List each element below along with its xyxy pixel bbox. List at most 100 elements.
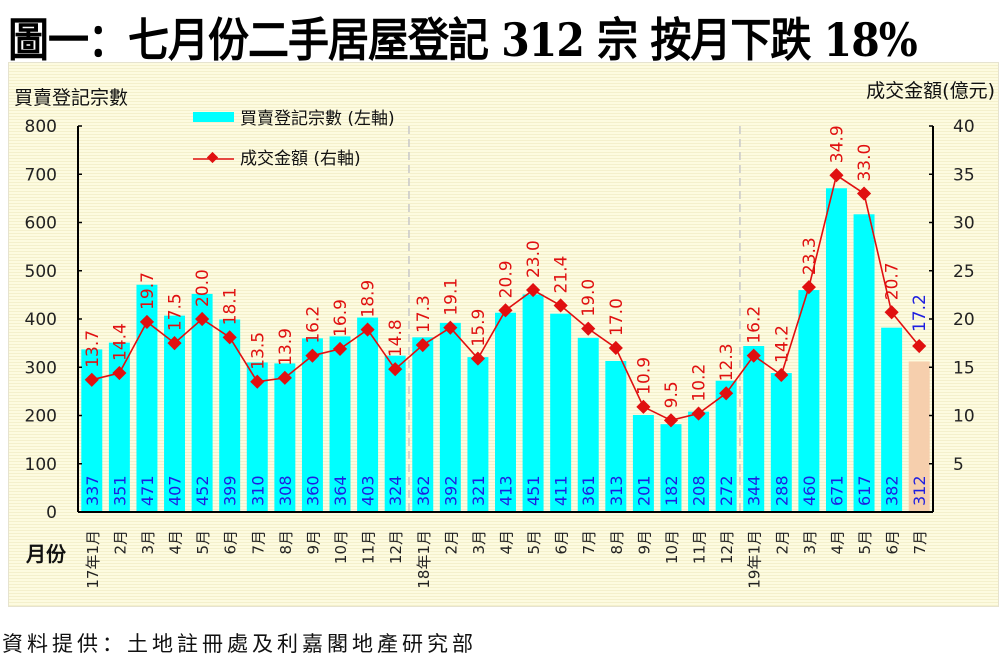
x-tick-label: 18年1月	[415, 530, 433, 589]
line-marker	[277, 370, 292, 385]
left-tick-label: 100	[25, 455, 57, 475]
line-value-label: 20.0	[193, 269, 213, 307]
x-tick-labels: 17年1月 2月 3月 4月 5月 6月 7月 8月 9月 10月 11月 12月 18年1月 2月 3月 4…	[84, 530, 929, 589]
line-marker	[526, 282, 541, 298]
right-tick-label: 5	[953, 455, 964, 475]
bar-value-label: 407	[166, 475, 185, 506]
right-axis-title: 成交金額(億元)	[866, 80, 995, 102]
line-value-label: 16.9	[331, 299, 351, 337]
right-tick-label: 35	[953, 165, 975, 185]
bar-value-label: 312	[910, 475, 929, 506]
line-marker	[581, 321, 596, 336]
line-value-labels: 13.7 14.4 19.7 17.5 20.0 18.1 13.5 13.9 16.2 16.9…	[83, 125, 930, 408]
line-marker	[884, 305, 899, 320]
line-value-label: 12.3	[717, 343, 737, 381]
line-marker	[139, 314, 155, 329]
x-tick-label: 4月	[828, 530, 846, 555]
x-tick-label: 3月	[139, 530, 157, 555]
chart-title: 圖一：七月份二手居屋登記 312 宗 按月下跌 18%	[8, 13, 918, 67]
x-tick-label: 11月	[691, 530, 709, 564]
left-tick-label: 300	[25, 358, 57, 378]
bar	[632, 415, 654, 512]
bar-value-label: 671	[827, 475, 846, 506]
bar	[853, 214, 875, 513]
x-tick-label: 8月	[277, 530, 295, 555]
x-tick-label: 10月	[332, 530, 350, 564]
right-tick-label: 30	[953, 214, 975, 234]
bar-value-label: 308	[276, 475, 295, 506]
bar-value-label: 399	[221, 475, 240, 506]
right-tick-label: 40	[953, 117, 975, 137]
bar-value-label: 360	[303, 475, 322, 506]
axes: 0 100 200 300 400 500 600 700 800 5 10 15 20 25 30 35 40	[25, 117, 975, 523]
bar	[577, 337, 599, 512]
bar	[384, 355, 406, 512]
bar	[246, 362, 268, 512]
bar	[743, 346, 765, 512]
line-marker	[388, 362, 403, 377]
line-value-label: 17.3	[414, 295, 434, 333]
line-marker	[250, 374, 265, 389]
bar	[881, 327, 903, 512]
left-tick-label: 800	[25, 117, 57, 137]
legend: 買賣登記宗數 (左軸) 成交金額 (右軸)	[193, 109, 395, 169]
left-axis-title: 買賣登記宗數	[14, 87, 128, 109]
line-marker	[856, 186, 872, 201]
bar	[522, 294, 544, 512]
x-tick-label: 5月	[856, 530, 874, 555]
x-tick-label: 3月	[801, 530, 819, 555]
line-value-label: 19.1	[441, 278, 461, 316]
legend-bar-label: 買賣登記宗數 (左軸)	[240, 109, 395, 129]
line-value-label: 34.9	[827, 125, 847, 163]
bar-value-label: 460	[800, 475, 819, 506]
bar	[329, 336, 351, 512]
bar-value-label: 411	[552, 475, 571, 506]
line-marker	[195, 311, 210, 327]
left-tick-label: 400	[25, 310, 57, 330]
line-marker	[801, 280, 816, 295]
bar-value-label: 403	[359, 475, 378, 506]
line-value-label: 10.9	[634, 357, 654, 395]
x-tick-label: 9月	[635, 530, 653, 555]
line-marker	[498, 303, 513, 318]
line-marker	[332, 341, 348, 356]
bar-value-label: 382	[883, 475, 902, 506]
x-tick-label: 19年1月	[746, 530, 764, 589]
bar-value-label: 201	[634, 475, 653, 506]
bar	[770, 373, 792, 512]
bar	[467, 357, 489, 512]
line-value-label: 14.8	[386, 319, 406, 357]
line-value-label: 10.2	[690, 364, 710, 402]
line-marker	[829, 168, 844, 183]
line-marker	[443, 320, 458, 335]
line-marker	[719, 386, 734, 401]
line-marker	[84, 372, 99, 387]
line-marker	[774, 367, 789, 383]
bar-value-label: 313	[607, 475, 626, 506]
left-tick-label: 700	[25, 165, 57, 185]
bar-value-label: 392	[441, 475, 460, 506]
legend-line-label: 成交金額 (右軸)	[240, 149, 361, 169]
line-value-label: 19.7	[138, 272, 158, 310]
bar-value-label: 272	[717, 475, 736, 506]
x-axis-title: 月份	[25, 542, 67, 566]
line-value-label: 16.2	[303, 306, 323, 344]
line-value-label: 18.9	[359, 280, 379, 318]
x-tick-label: 6月	[553, 530, 571, 555]
line-value-label: 23.0	[524, 240, 544, 278]
bar-value-label: 617	[855, 475, 874, 506]
line-value-label: 17.0	[607, 298, 627, 336]
line-value-label: 14.2	[772, 325, 792, 363]
bar	[605, 360, 627, 512]
line-value-label: 23.3	[800, 237, 820, 275]
line-value-label: 17.2	[910, 294, 930, 332]
x-tick-label: 5月	[194, 530, 212, 555]
line-value-label: 33.0	[855, 144, 875, 182]
x-tick-label: 5月	[525, 530, 543, 555]
line-marker	[167, 336, 182, 351]
bar-value-label: 321	[469, 475, 488, 506]
legend-line-marker	[206, 151, 219, 164]
line-value-label: 18.1	[221, 287, 241, 325]
bar	[164, 315, 186, 512]
